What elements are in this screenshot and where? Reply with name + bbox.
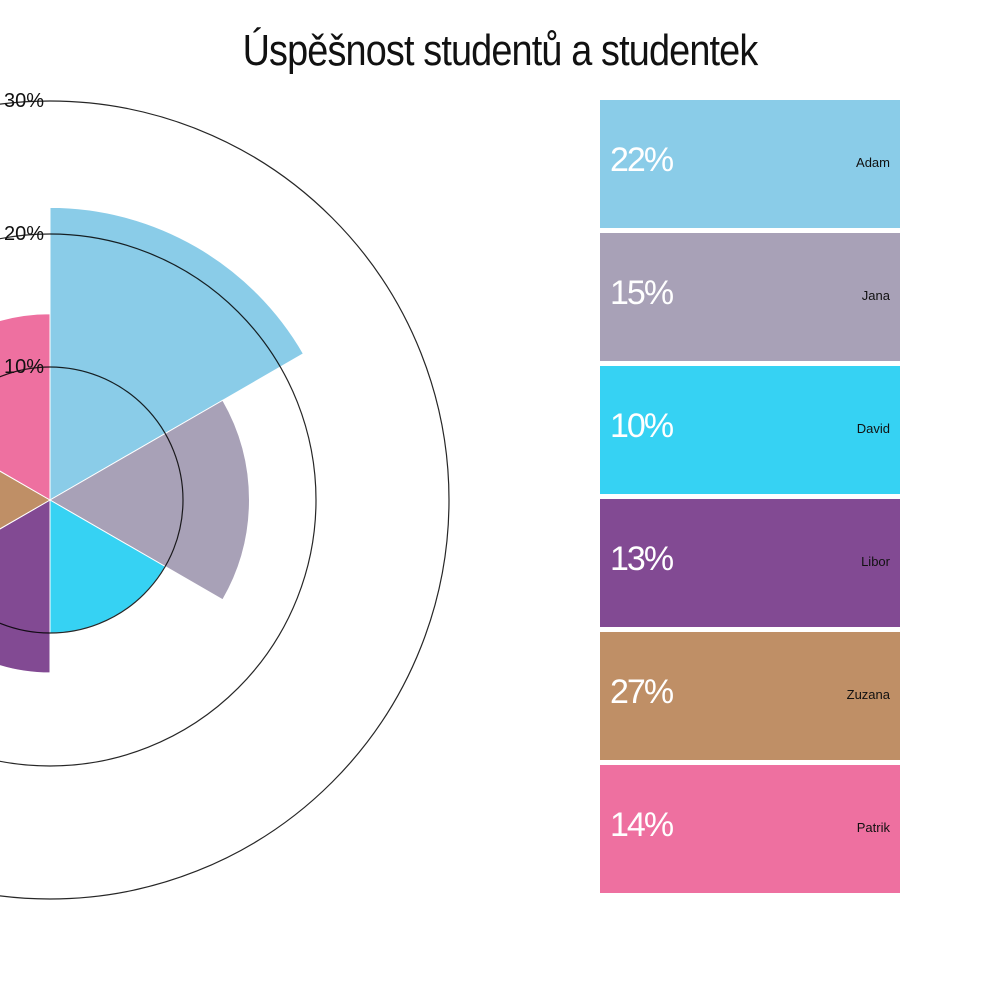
chart-title: Úspěšnost studentů a studentek bbox=[242, 26, 759, 75]
legend-value: 15% bbox=[610, 274, 674, 312]
grid-ring-10 bbox=[0, 366, 184, 634]
sector-zuzana bbox=[0, 470, 52, 530]
tick-label-10: 10% bbox=[4, 356, 44, 378]
legend: 22% Adam 15% Jana 10% David 13% Libor 27% Zuzana 1… bbox=[600, 100, 900, 898]
legend-name: Zuzana bbox=[846, 687, 890, 702]
grid-ring-30 bbox=[0, 100, 450, 900]
legend-name: Patrik bbox=[856, 820, 890, 835]
legend-item-adam: 22% Adam bbox=[600, 100, 900, 228]
legend-value: 14% bbox=[610, 806, 674, 844]
grid-rings-group bbox=[0, 100, 450, 900]
sector-patrik bbox=[0, 313, 51, 501]
sector-jana bbox=[49, 399, 250, 601]
sector-libor bbox=[0, 499, 51, 674]
legend-name: Libor bbox=[861, 554, 890, 569]
legend-item-david: 10% David bbox=[600, 366, 900, 494]
legend-name: David bbox=[856, 421, 890, 436]
legend-value: 10% bbox=[610, 407, 674, 445]
tick-labels-group: 10% 20% 30% bbox=[4, 90, 44, 378]
polar-area-chart: 10% 20% 30% bbox=[0, 90, 450, 900]
legend-item-patrik: 14% Patrik bbox=[600, 765, 900, 893]
legend-item-jana: 15% Jana bbox=[600, 233, 900, 361]
legend-item-zuzana: 27% Zuzana bbox=[600, 632, 900, 760]
grid-ring-20 bbox=[0, 233, 317, 767]
legend-value: 22% bbox=[610, 141, 674, 179]
legend-name: Jana bbox=[861, 288, 890, 303]
legend-value: 27% bbox=[610, 673, 674, 711]
legend-name: Adam bbox=[856, 155, 890, 170]
tick-label-20: 20% bbox=[4, 223, 44, 245]
legend-value: 13% bbox=[610, 540, 674, 578]
legend-item-libor: 13% Libor bbox=[600, 499, 900, 627]
sector-adam bbox=[49, 206, 305, 501]
sectors-group bbox=[0, 206, 305, 674]
tick-label-30: 30% bbox=[4, 90, 44, 112]
